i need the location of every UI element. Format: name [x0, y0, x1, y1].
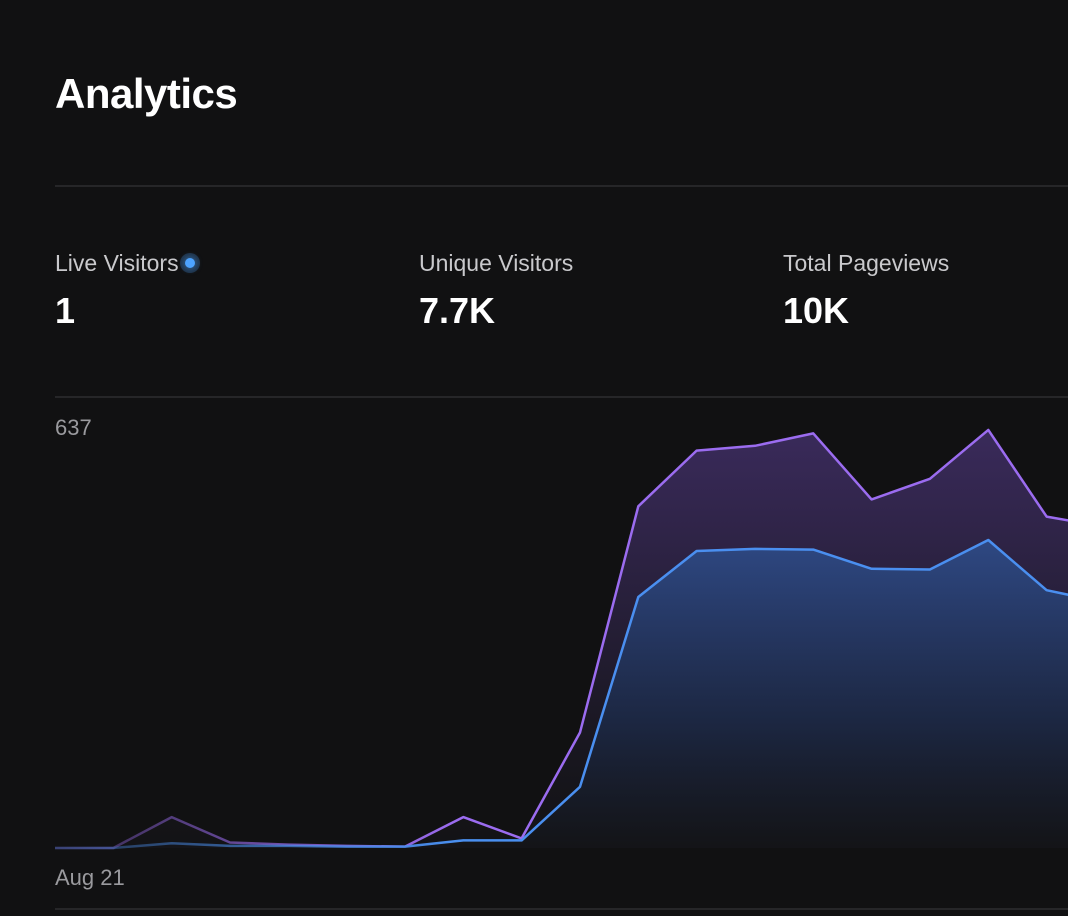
header-divider [55, 185, 1068, 187]
stat-unique-visitors[interactable]: Unique Visitors 7.7K [419, 248, 573, 332]
chart-y-max-label: 637 [55, 415, 92, 440]
live-visitors-label-row: Live Visitors [55, 248, 195, 278]
stat-live-visitors[interactable]: Live Visitors 1 [55, 248, 195, 332]
visitors-line [55, 538, 1068, 850]
total-pageviews-label: Total Pageviews [783, 250, 950, 276]
stats-row: Live Visitors 1 Unique Visitors 7.7K Tot… [55, 248, 1068, 348]
unique-visitors-value: 7.7K [419, 290, 496, 331]
unique-visitors-label: Unique Visitors [419, 250, 574, 276]
chart-bottom-divider [55, 908, 1068, 910]
live-indicator-icon [184, 258, 195, 268]
live-visitors-value: 1 [55, 290, 76, 331]
pageviews-line [55, 428, 1068, 850]
chart-top-divider [55, 396, 1068, 398]
chart-x-start-label: Aug 21 [55, 865, 125, 890]
pageviews-area [55, 429, 1068, 848]
visitors-area [55, 540, 1068, 848]
stat-total-pageviews[interactable]: Total Pageviews 10K [783, 248, 949, 332]
live-visitors-label: Live Visitors [55, 250, 179, 276]
total-pageviews-value: 10K [783, 290, 850, 331]
page-title: Analytics [55, 70, 238, 117]
